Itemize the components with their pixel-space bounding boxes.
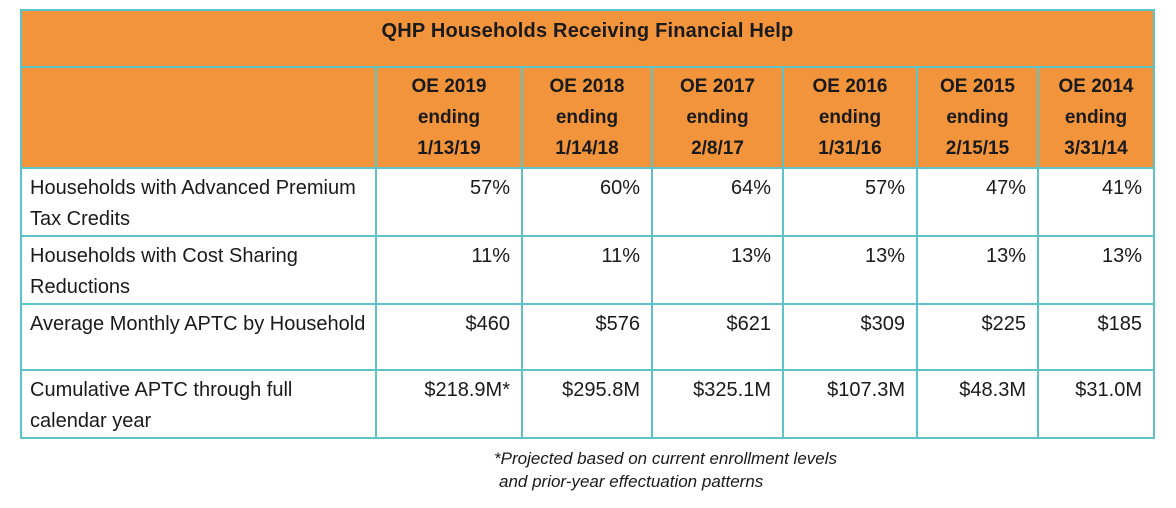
column-header-name: OE 2014 xyxy=(1058,76,1134,97)
value-cell: 11% xyxy=(521,235,653,305)
row-label: Households with Advanced Premium Tax Cre… xyxy=(20,167,377,237)
column-header-date: 1/14/18 xyxy=(555,138,619,159)
row-label: Cumulative APTC through full calendar ye… xyxy=(20,369,377,439)
column-header-name: OE 2018 xyxy=(549,76,625,97)
table-row-average-monthly-aptc: Average Monthly APTC by Household $460 $… xyxy=(20,303,1155,371)
column-header-ending: ending xyxy=(818,107,882,128)
value-cell: 57% xyxy=(375,167,523,237)
column-header-oe-2015: OE 2015 ending 2/15/15 xyxy=(916,66,1039,169)
column-header-oe-2014: OE 2014 ending 3/31/14 xyxy=(1037,66,1155,169)
table-title-row: QHP Households Receiving Financial Help xyxy=(20,9,1155,68)
column-header-name: OE 2017 xyxy=(680,76,755,97)
column-header-date: 2/15/15 xyxy=(945,138,1010,159)
footnote-line-2: and prior-year effectuation patterns xyxy=(499,472,764,491)
table-row-aptc-households: Households with Advanced Premium Tax Cre… xyxy=(20,167,1155,237)
value-cell: 57% xyxy=(782,167,918,237)
column-header-date: 3/31/14 xyxy=(1064,138,1128,159)
header-corner-cell xyxy=(20,66,377,169)
footnote: *Projected based on current enrollment l… xyxy=(494,447,837,493)
footnote-line-1: *Projected based on current enrollment l… xyxy=(494,449,838,468)
value-cell: $576 xyxy=(521,303,653,371)
value-cell: 60% xyxy=(521,167,653,237)
value-cell: 11% xyxy=(375,235,523,305)
column-header-ending: ending xyxy=(946,107,1009,128)
column-header-name: OE 2015 xyxy=(940,76,1015,97)
value-cell: $295.8M xyxy=(521,369,653,439)
column-header-date: 2/8/17 xyxy=(691,138,744,159)
value-cell: $460 xyxy=(375,303,523,371)
value-cell: 13% xyxy=(916,235,1039,305)
value-cell: $325.1M xyxy=(651,369,784,439)
column-header-oe-2017: OE 2017 ending 2/8/17 xyxy=(651,66,784,169)
column-header-oe-2016: OE 2016 ending 1/31/16 xyxy=(782,66,918,169)
value-cell: $621 xyxy=(651,303,784,371)
value-cell: $107.3M xyxy=(782,369,918,439)
value-cell: $185 xyxy=(1037,303,1155,371)
value-cell: 13% xyxy=(782,235,918,305)
column-header-ending: ending xyxy=(555,107,619,128)
value-cell: 13% xyxy=(651,235,784,305)
column-header-oe-2018: OE 2018 ending 1/14/18 xyxy=(521,66,653,169)
value-cell: $48.3M xyxy=(916,369,1039,439)
value-cell: 64% xyxy=(651,167,784,237)
table-title: QHP Households Receiving Financial Help xyxy=(20,9,1155,68)
column-header-oe-2019: OE 2019 ending 1/13/19 xyxy=(375,66,523,169)
column-header-name: OE 2019 xyxy=(411,76,487,97)
value-cell: $218.9M* xyxy=(375,369,523,439)
column-header-date: 1/31/16 xyxy=(818,138,882,159)
table-row-csr-households: Households with Cost Sharing Reductions … xyxy=(20,235,1155,305)
column-header-name: OE 2016 xyxy=(812,76,888,97)
column-header-date: 1/13/19 xyxy=(417,138,481,159)
value-cell: 41% xyxy=(1037,167,1155,237)
value-cell: $225 xyxy=(916,303,1039,371)
table-row-cumulative-aptc: Cumulative APTC through full calendar ye… xyxy=(20,369,1155,439)
value-cell: 47% xyxy=(916,167,1039,237)
value-cell: $309 xyxy=(782,303,918,371)
row-label: Households with Cost Sharing Reductions xyxy=(20,235,377,305)
value-cell: $31.0M xyxy=(1037,369,1155,439)
column-header-ending: ending xyxy=(686,107,749,128)
column-header-ending: ending xyxy=(1064,107,1128,128)
row-label: Average Monthly APTC by Household xyxy=(20,303,377,371)
value-cell: 13% xyxy=(1037,235,1155,305)
table-header-row: OE 2019 ending 1/13/19 OE 2018 ending 1/… xyxy=(20,66,1155,169)
qhp-financial-help-table: QHP Households Receiving Financial Help … xyxy=(20,9,1155,439)
column-header-ending: ending xyxy=(417,107,481,128)
